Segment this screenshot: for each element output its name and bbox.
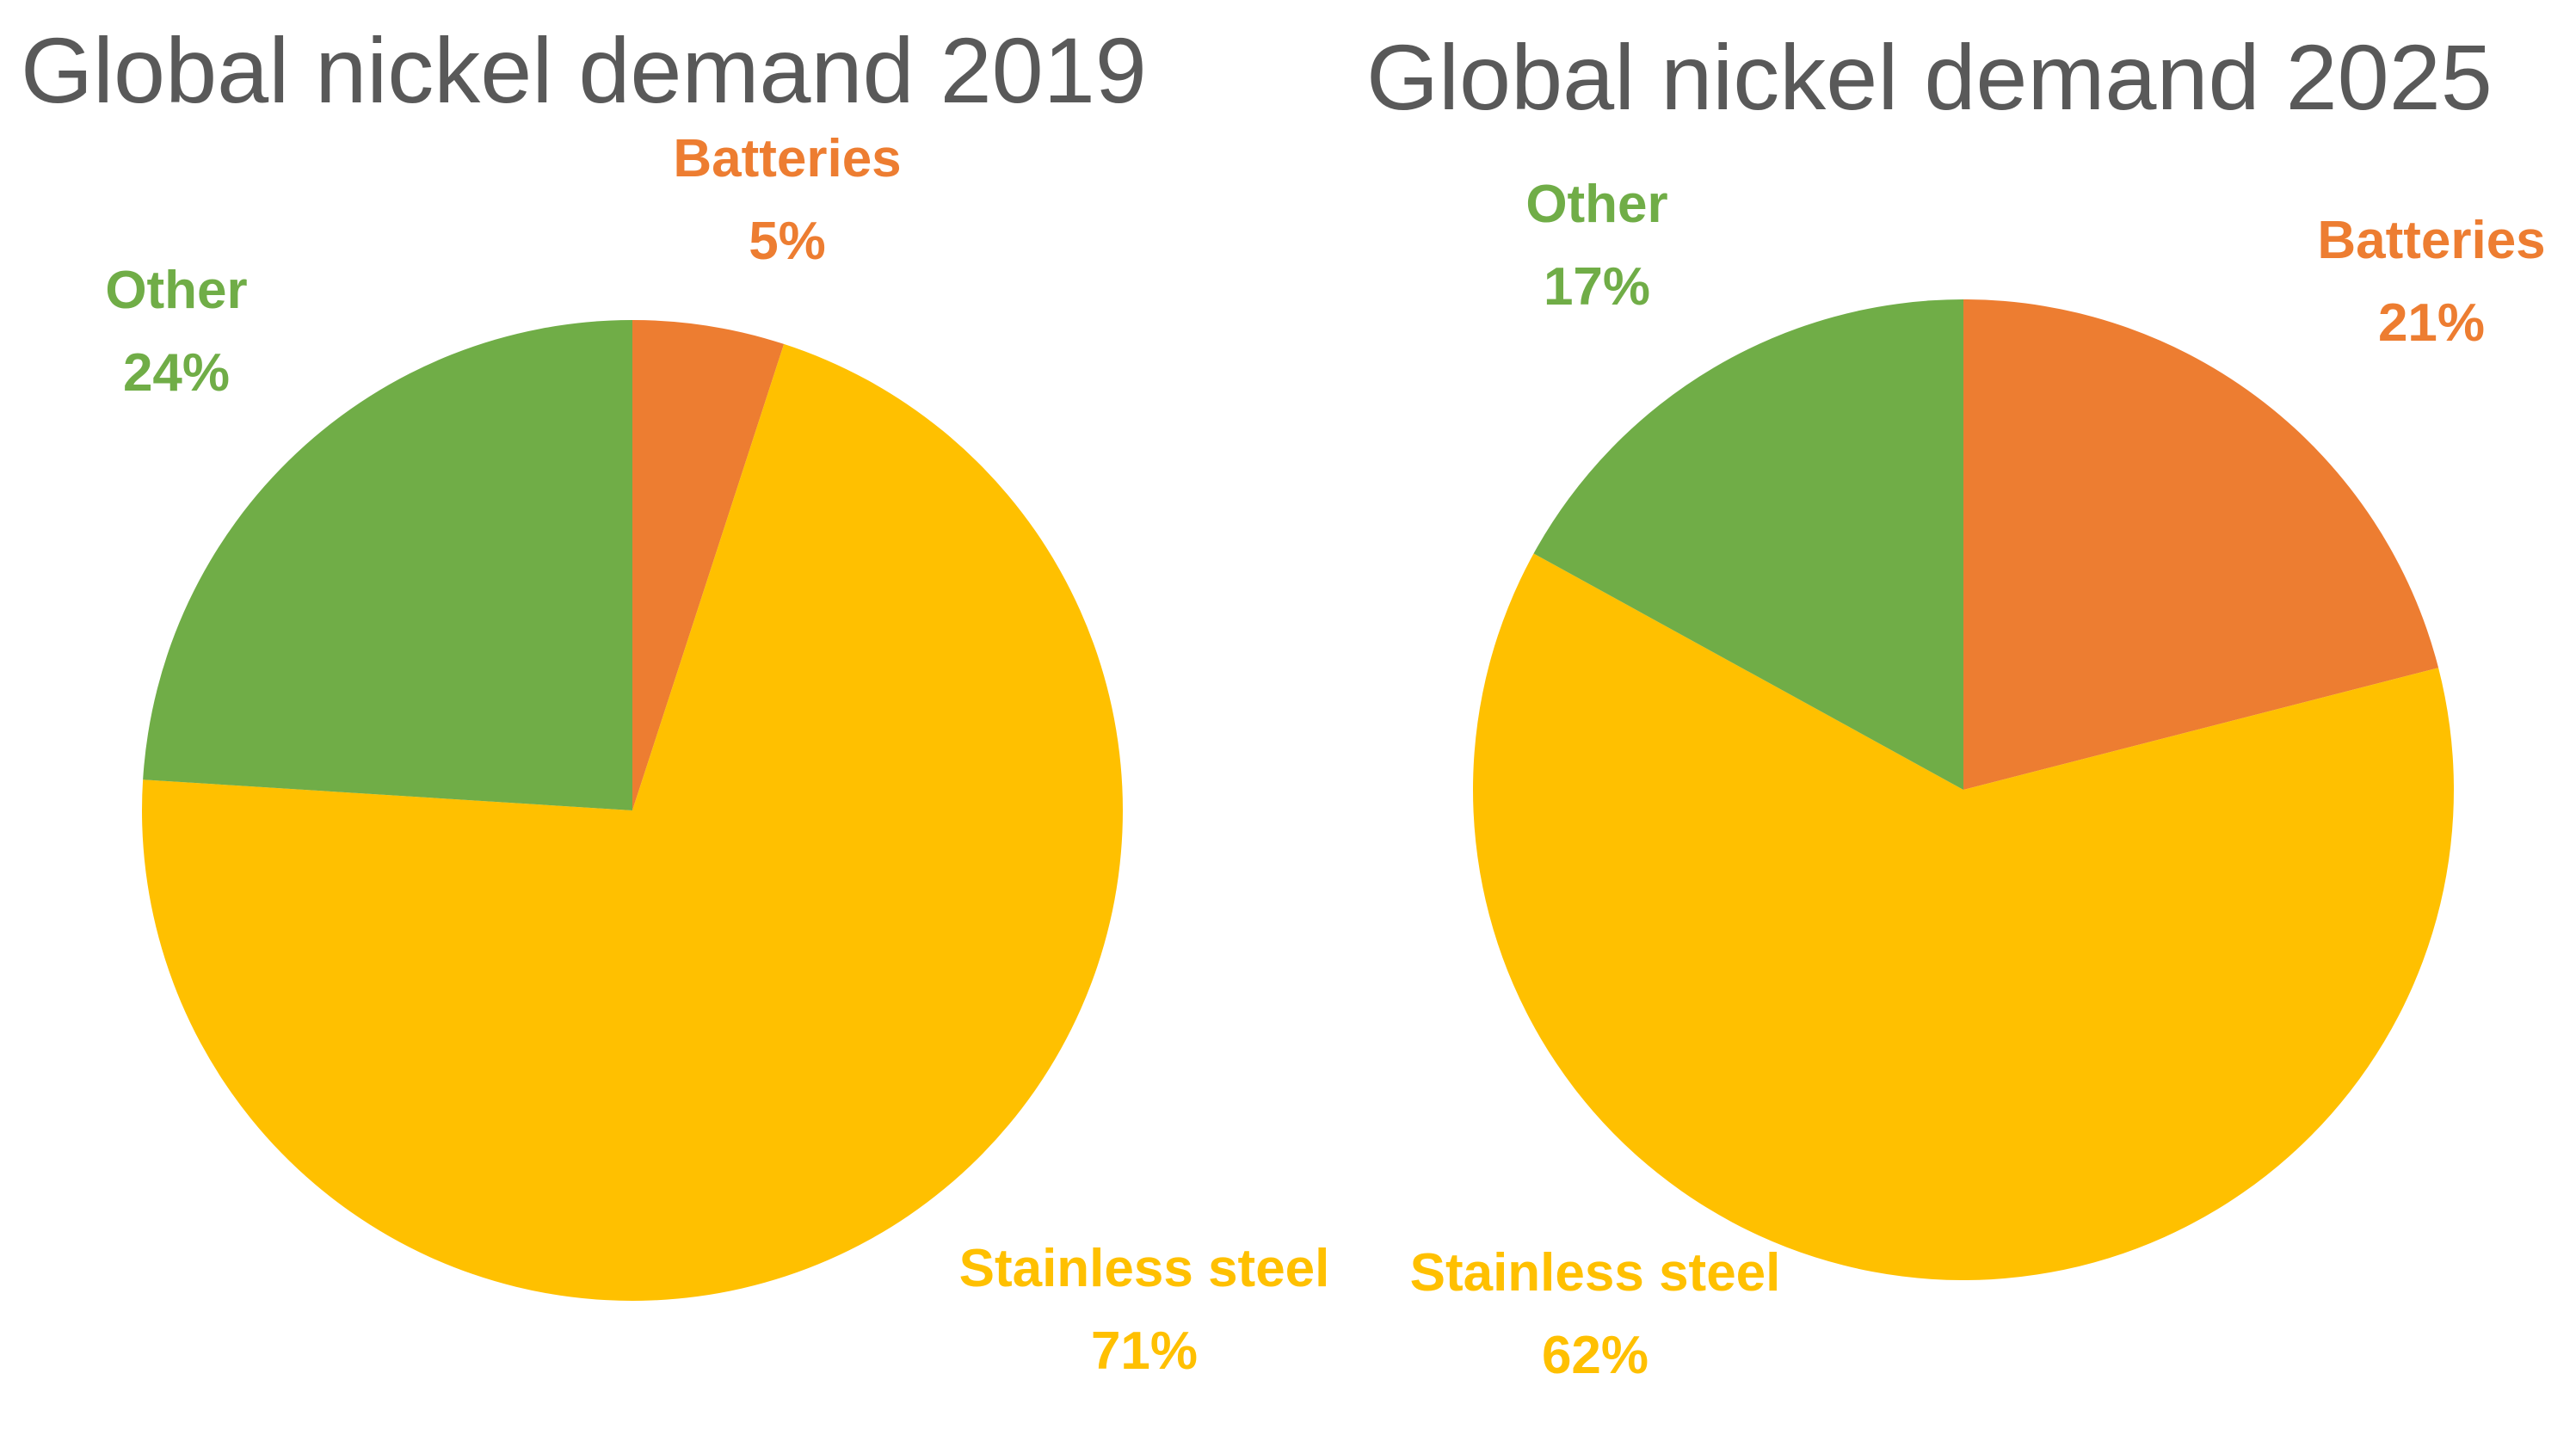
slice-percent-label: 24% (123, 343, 230, 403)
chart-title-2019: Global nickel demand 2019 (21, 18, 1147, 122)
pie-slice-stainless-steel-2025 (1472, 553, 2454, 1281)
pie-slices-2019 (141, 320, 1123, 1302)
data-label-batteries-2019: Batteries 5% (673, 129, 901, 271)
pie-chart-2025: Batteries 21% Stainless steel 62% Other 17% (1410, 175, 2546, 1385)
slice-category-label: Batteries (2317, 211, 2545, 270)
data-label-stainless-steel-2025: Stainless steel 62% (1410, 1243, 1781, 1385)
chart-title-2025: Global nickel demand 2025 (1366, 25, 2493, 129)
data-label-other-2025: Other 17% (1525, 175, 1667, 317)
slice-percent-label: 21% (2378, 293, 2485, 353)
slice-category-label: Stainless steel (1410, 1243, 1781, 1303)
pie-slice-batteries-2025 (1963, 299, 2439, 790)
chart-2019: Global nickel demand 2019 Batteries 5% Sta… (21, 18, 1329, 1381)
slice-category-label: Other (105, 261, 247, 320)
pie-slice-other-2019 (143, 320, 632, 810)
slice-category-label: Stainless steel (959, 1239, 1330, 1298)
slice-category-label: Other (1525, 175, 1667, 234)
pie-slice-stainless-steel-2019 (141, 343, 1123, 1302)
chart-2025: Global nickel demand 2025 Batteries 21% St… (1291, 0, 2576, 1429)
slice-percent-label: 5% (749, 212, 826, 271)
pie-chart-2019: Batteries 5% Stainless steel 71% Other 24% (105, 129, 1329, 1381)
pie-slice-other-2025 (1533, 299, 1963, 790)
slice-percent-label: 17% (1544, 257, 1650, 317)
data-label-batteries-2025: Batteries 21% (2317, 211, 2545, 353)
slice-category-label: Batteries (673, 129, 901, 188)
pie-slices-2025 (1472, 299, 2454, 1281)
slice-percent-label: 62% (1542, 1326, 1649, 1385)
slice-percent-label: 71% (1091, 1321, 1198, 1381)
data-label-other-2019: Other 24% (105, 261, 247, 403)
data-label-stainless-steel-2019: Stainless steel 71% (959, 1239, 1330, 1381)
pie-slice-batteries-2019 (632, 320, 785, 810)
